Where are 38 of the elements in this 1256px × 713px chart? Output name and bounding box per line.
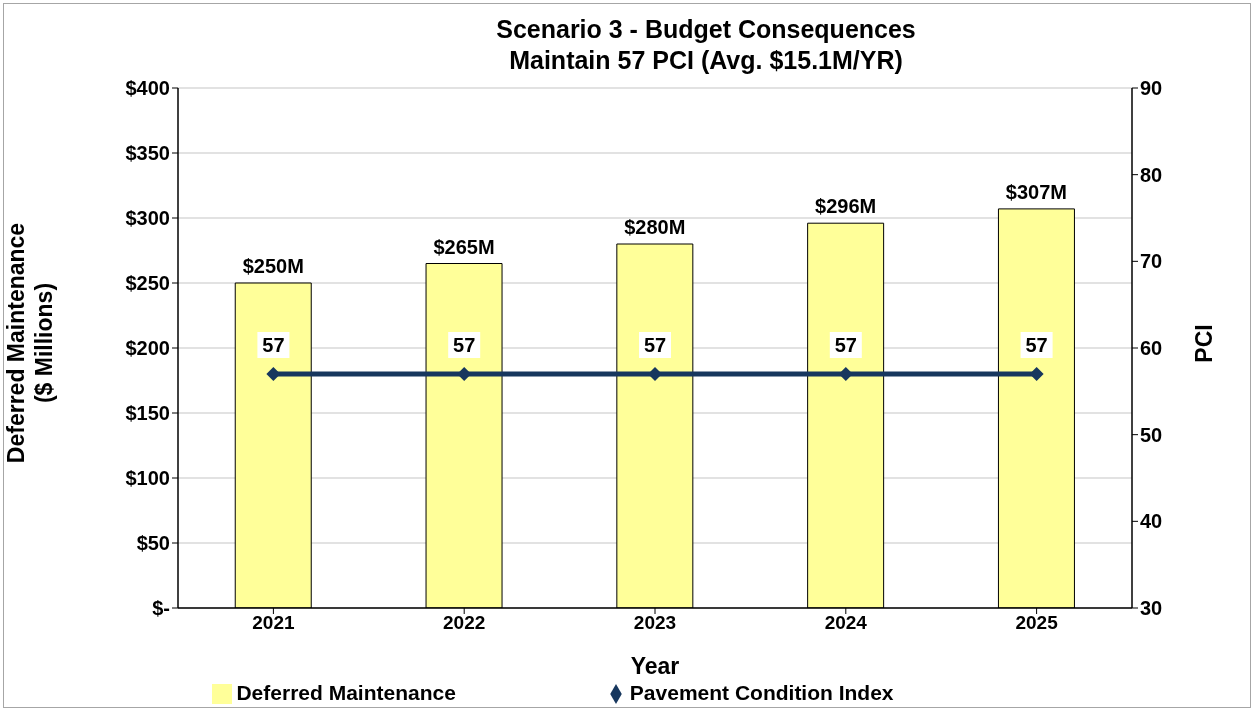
data-label: 57	[262, 334, 285, 356]
data-label: 57	[834, 334, 857, 356]
x-tick-label: 2025	[1015, 612, 1059, 634]
data-label: 57	[453, 334, 476, 356]
y2-tick-label: 90	[1140, 77, 1163, 100]
y-tick-label: $200	[125, 337, 170, 360]
x-tick-label: 2021	[252, 612, 295, 634]
y-tick-label: $150	[125, 402, 170, 425]
data-label: $280M	[624, 216, 686, 238]
data-label: 57	[643, 334, 667, 356]
data-label: $265M	[433, 235, 495, 258]
y2-tick-label: 60	[1140, 337, 1163, 360]
data-label: 57	[1025, 334, 1048, 356]
x-axis-title: Year	[629, 653, 681, 680]
legend-label: Pavement Condition Index	[629, 681, 894, 704]
data-label: $296M	[815, 195, 877, 218]
x-tick-label: 2022	[443, 612, 486, 634]
chart-title: Scenario 3 - Budget Consequences	[495, 14, 917, 45]
y-tick-label: $300	[125, 207, 170, 230]
y-tick-label: $250	[125, 272, 170, 295]
x-tick-label: 2024	[824, 612, 868, 634]
y2-tick-label: 80	[1140, 163, 1163, 186]
y-tick-label: $50	[136, 532, 170, 555]
y-tick-label: $-	[152, 597, 170, 620]
y-tick-label: $400	[125, 77, 170, 100]
y2-tick-label: 40	[1140, 510, 1163, 533]
y2-tick-label: 50	[1140, 423, 1163, 446]
data-label: $307M	[1005, 180, 1068, 203]
x-tick-label: 2023	[633, 612, 677, 634]
y-axis-title: Deferred Maintenance ($ Millions)	[2, 221, 58, 466]
chart-subtitle: Maintain 57 PCI (Avg. $15.1M/YR)	[508, 45, 904, 76]
y2-tick-label: 70	[1140, 250, 1163, 273]
y-tick-label: $350	[125, 142, 170, 165]
data-label: $250M	[242, 255, 304, 277]
y-tick-label: $100	[125, 467, 170, 490]
y2-tick-label: 30	[1140, 597, 1163, 620]
y2-axis-title: PCI	[1190, 323, 1218, 365]
legend-label: Deferred Maintenance	[236, 681, 456, 704]
